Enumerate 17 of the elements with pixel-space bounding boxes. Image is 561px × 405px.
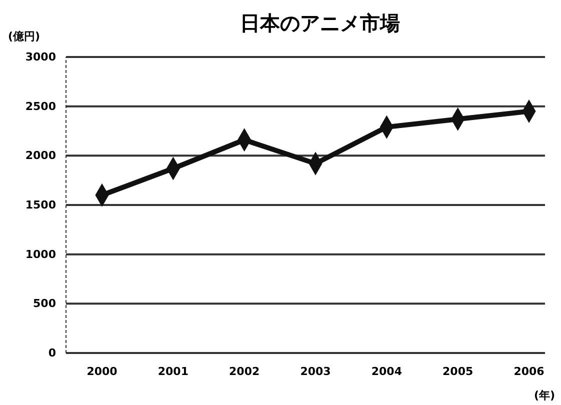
y-tick-label: 3000 xyxy=(25,50,56,64)
y-axis-title: (億円) xyxy=(8,30,40,43)
x-tick-label: 2004 xyxy=(371,364,402,378)
x-tick-label: 2005 xyxy=(442,364,474,378)
x-tick-label: 2000 xyxy=(86,364,118,378)
x-tick-label: 2006 xyxy=(514,364,545,378)
y-tick-label: 1000 xyxy=(25,248,56,261)
y-tick-label: 1500 xyxy=(25,198,56,212)
y-tick-label: 2000 xyxy=(25,149,56,162)
x-axis-title: (年) xyxy=(534,389,555,402)
x-tick-label: 2001 xyxy=(158,364,188,378)
y-tick-label: 0 xyxy=(48,346,56,360)
y-tick-label: 500 xyxy=(33,297,56,310)
chart-title: 日本のアニメ市場 xyxy=(240,11,400,35)
y-tick-label: 2500 xyxy=(25,100,56,113)
x-tick-label: 2003 xyxy=(300,364,331,378)
x-tick-label: 2002 xyxy=(229,364,260,378)
